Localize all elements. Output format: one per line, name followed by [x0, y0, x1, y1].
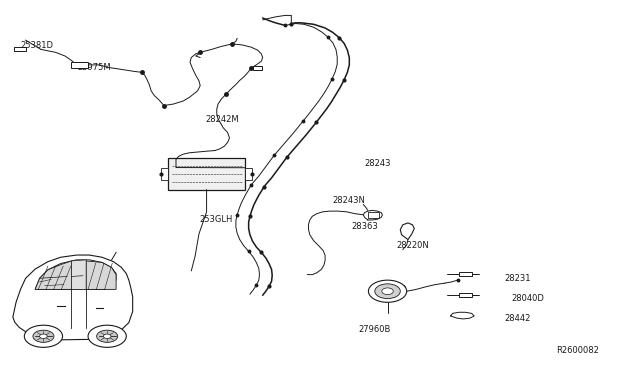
Bar [459, 272, 472, 276]
Text: 28231: 28231 [505, 274, 531, 283]
Polygon shape [35, 260, 116, 289]
Bar [168, 158, 245, 190]
Bar [245, 168, 252, 180]
Polygon shape [72, 260, 86, 289]
Text: 27960B: 27960B [358, 326, 390, 334]
Text: 25381D: 25381D [20, 41, 54, 50]
Text: 28040D: 28040D [511, 294, 544, 303]
Circle shape [24, 325, 63, 347]
Circle shape [369, 280, 406, 302]
Circle shape [40, 334, 47, 339]
Text: 27960: 27960 [381, 285, 407, 294]
Text: 28242M: 28242M [205, 115, 239, 124]
Polygon shape [13, 255, 132, 340]
Text: 253GLH: 253GLH [199, 215, 232, 224]
Bar [14, 47, 26, 51]
Polygon shape [86, 261, 116, 289]
Text: 28363: 28363 [352, 222, 379, 231]
Text: 25975M: 25975M [78, 63, 111, 72]
Text: 28243N: 28243N [333, 196, 365, 205]
Circle shape [97, 330, 118, 342]
Text: R2600082: R2600082 [556, 346, 598, 355]
Circle shape [33, 330, 54, 342]
Text: 28442: 28442 [505, 314, 531, 323]
Circle shape [375, 284, 400, 299]
Text: 28243: 28243 [365, 159, 391, 169]
Circle shape [88, 325, 126, 347]
Text: 28220N: 28220N [396, 241, 429, 250]
Circle shape [103, 334, 111, 339]
Bar [459, 293, 472, 297]
Polygon shape [400, 223, 414, 240]
Bar [253, 66, 262, 70]
Bar [72, 62, 88, 68]
Circle shape [382, 288, 394, 295]
Bar [161, 168, 168, 180]
Polygon shape [35, 261, 72, 289]
Bar [368, 212, 380, 218]
